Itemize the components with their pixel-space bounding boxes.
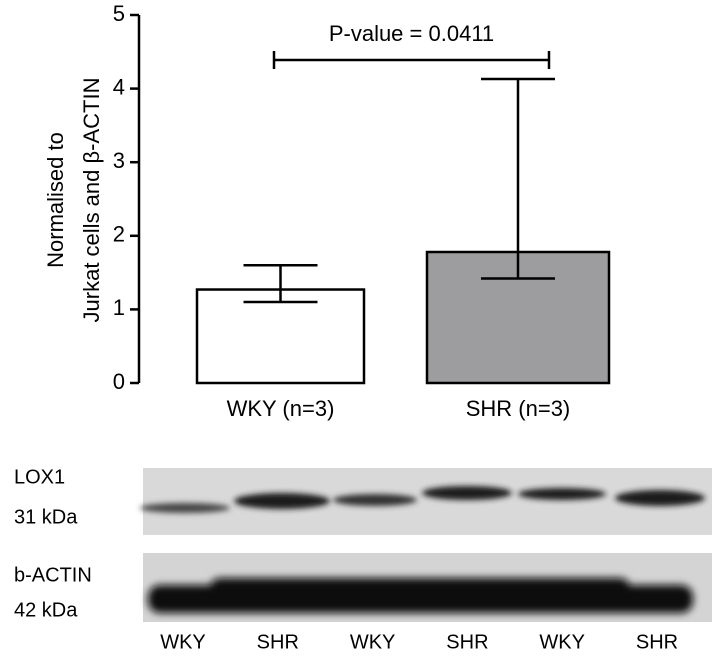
bar	[195, 288, 366, 385]
lane-label: WKY	[350, 631, 396, 653]
lane-label: WKY	[160, 631, 206, 653]
blot-panel-1	[140, 468, 712, 535]
y-tick-label: 1	[113, 295, 125, 320]
y-tick-label: 5	[113, 1, 125, 26]
blot-size: 42 kDa	[14, 599, 78, 621]
blot-panel-2	[143, 553, 712, 622]
lane-label: WKY	[539, 631, 585, 653]
blot-size: 31 kDa	[14, 506, 78, 528]
y-tick-label: 0	[113, 369, 125, 394]
lane-label: SHR	[446, 631, 488, 653]
annotation: P-value = 0.0411	[329, 21, 494, 46]
blot-labels: LOX1 31 kDa b-ACTIN 42 kDa WKY SHR WKY SHR WKY SH…	[14, 466, 678, 653]
lane-label: SHR	[636, 631, 678, 653]
y-tick-label: 4	[113, 74, 125, 99]
chart: 0 1 2 3 4 5 Normalised to Jurkat cells and β-AC…	[43, 1, 611, 421]
x-tick-label: WKY (n=3)	[227, 396, 335, 421]
y-axis-label: Jurkat cells and β-ACTIN	[79, 78, 104, 323]
y-axis-label: Normalised to	[43, 132, 68, 268]
blot-protein: LOX1	[14, 466, 65, 488]
lane-label: SHR	[257, 631, 299, 653]
y-tick-label: 3	[113, 148, 125, 173]
x-tick-label: SHR (n=3)	[466, 396, 571, 421]
y-tick-label: 2	[113, 222, 125, 247]
blot-protein: b-ACTIN	[14, 564, 92, 586]
